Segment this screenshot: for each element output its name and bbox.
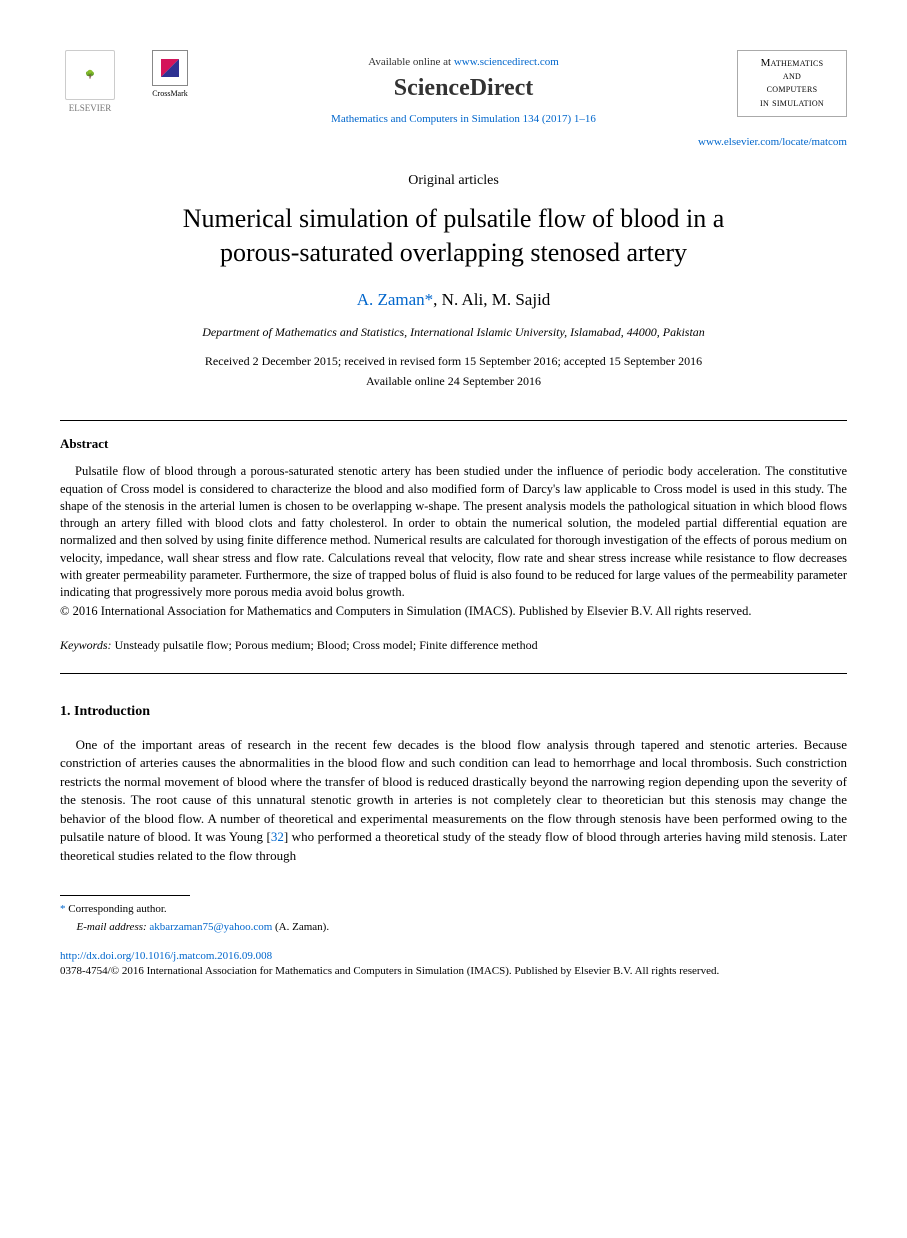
doi-link[interactable]: http://dx.doi.org/10.1016/j.matcom.2016.… (60, 949, 847, 964)
center-header: Available online at www.sciencedirect.co… (190, 50, 737, 127)
sciencedirect-logo: ScienceDirect (190, 72, 737, 106)
journal-badge-l3: computers (742, 83, 842, 96)
abstract-copyright: © 2016 International Association for Mat… (60, 603, 847, 620)
journal-badge-l1: Mathematics (742, 57, 842, 70)
journal-badge: Mathematics and computers in simulation (737, 50, 847, 117)
elsevier-tree-icon: 🌳 (65, 50, 115, 100)
header-row: 🌳 ELSEVIER CrossMark Available online at… (60, 50, 847, 127)
corr-label: Corresponding author. (68, 903, 166, 915)
crossmark-badge[interactable]: CrossMark (150, 50, 190, 100)
author-2: N. Ali (442, 290, 484, 309)
footer-asterisk: * (60, 903, 68, 915)
intro-para-1: One of the important areas of research i… (60, 736, 847, 865)
title-line1: Numerical simulation of pulsatile flow o… (183, 204, 725, 233)
ref-32[interactable]: 32 (271, 829, 284, 844)
email-label: E-mail address: (77, 921, 147, 933)
locate-link[interactable]: www.elsevier.com/locate/matcom (60, 135, 847, 150)
abstract-text: Pulsatile flow of blood through a porous… (60, 463, 847, 601)
journal-badge-l4: in simulation (742, 97, 842, 110)
footer-rule (60, 895, 190, 896)
abstract-heading: Abstract (60, 435, 847, 453)
crossmark-label: CrossMark (152, 88, 188, 99)
keywords-label: Keywords: (60, 638, 112, 652)
article-dates: Received 2 December 2015; received in re… (60, 353, 847, 370)
journal-citation[interactable]: Mathematics and Computers in Simulation … (190, 112, 737, 127)
rule-bottom (60, 673, 847, 674)
sciencedirect-url[interactable]: www.sciencedirect.com (454, 56, 559, 68)
affiliation: Department of Mathematics and Statistics… (60, 324, 847, 341)
intro-heading: 1. Introduction (60, 702, 847, 722)
journal-badge-l2: and (742, 70, 842, 83)
issn-copyright: 0378-4754/© 2016 International Associati… (60, 964, 847, 978)
available-prefix: Available online at (368, 56, 454, 68)
corr-author-note: * Corresponding author. (60, 902, 847, 917)
email-line: E-mail address: akbarzaman75@yahoo.com (… (60, 920, 847, 935)
crossmark-icon (152, 50, 188, 86)
email-address[interactable]: akbarzaman75@yahoo.com (149, 921, 272, 933)
corr-asterisk: * (425, 290, 434, 309)
email-suffix: (A. Zaman). (272, 921, 329, 933)
elsevier-label: ELSEVIER (69, 102, 112, 115)
available-online-line: Available online at www.sciencedirect.co… (190, 55, 737, 70)
authors: A. Zaman*, N. Ali, M. Sajid (60, 288, 847, 312)
available-date: Available online 24 September 2016 (60, 373, 847, 390)
author-3: M. Sajid (492, 290, 551, 309)
keywords-text: Unsteady pulsatile flow; Porous medium; … (112, 638, 538, 652)
keywords: Keywords: Unsteady pulsatile flow; Porou… (60, 637, 847, 654)
rule-top (60, 420, 847, 421)
author-1[interactable]: A. Zaman (357, 290, 425, 309)
title-line2: porous-saturated overlapping stenosed ar… (220, 238, 687, 267)
article-title: Numerical simulation of pulsatile flow o… (60, 202, 847, 270)
elsevier-logo: 🌳 ELSEVIER (60, 50, 120, 120)
article-type: Original articles (60, 171, 847, 191)
